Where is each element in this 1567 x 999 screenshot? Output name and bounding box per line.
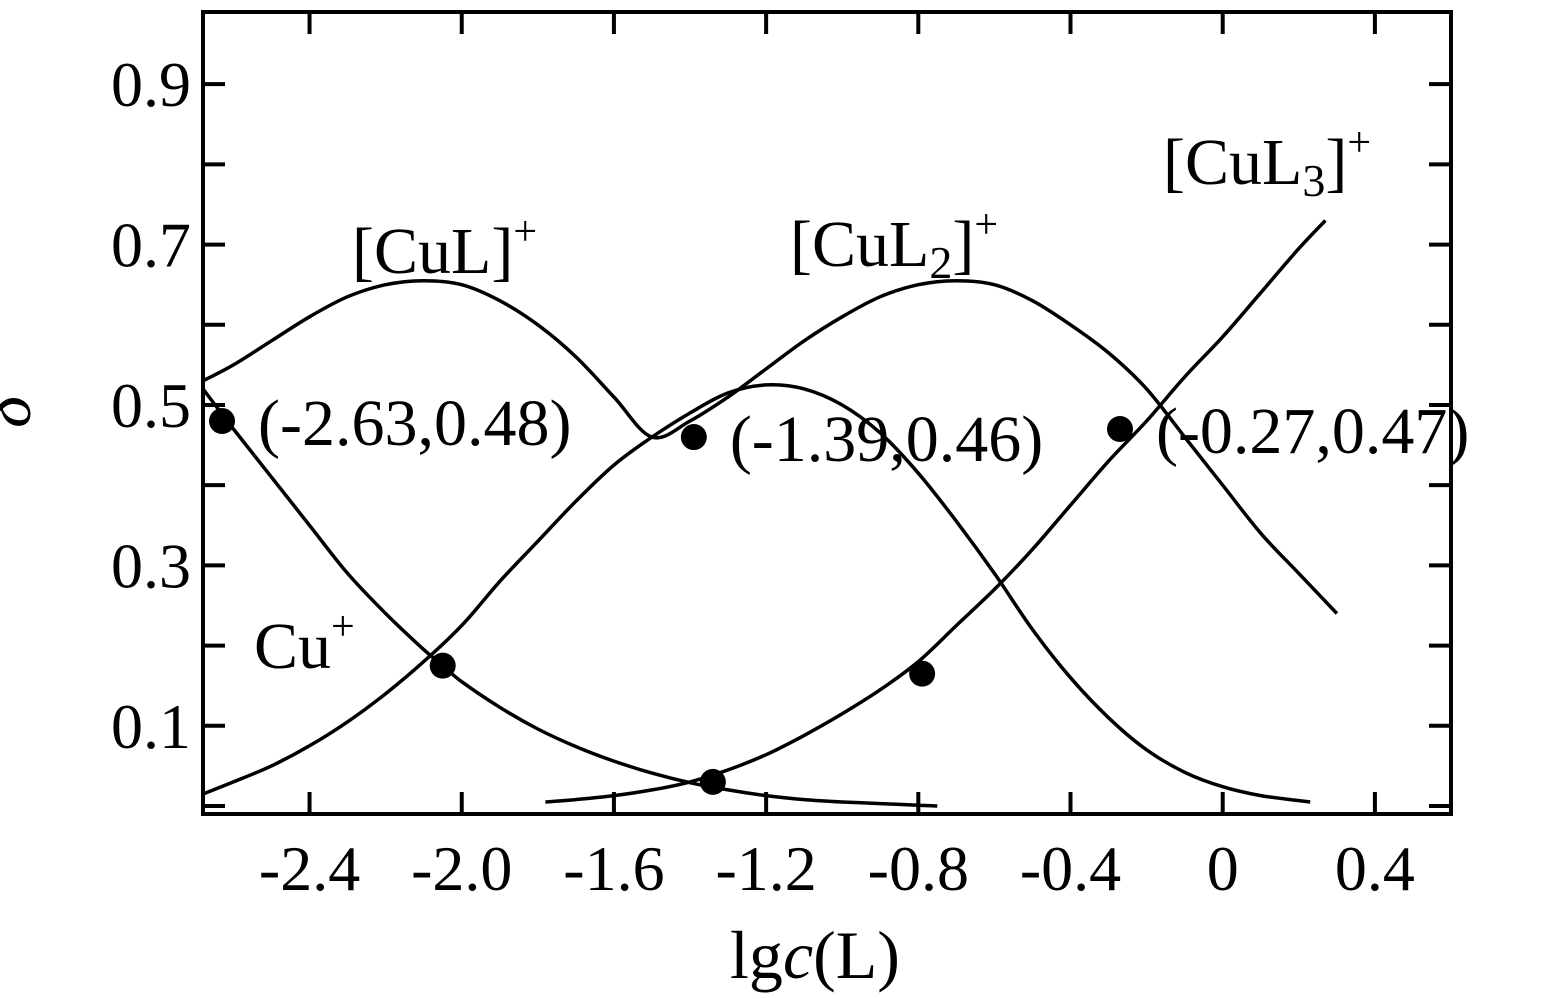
series-label-part: [ <box>1163 126 1185 199</box>
series-curves <box>201 219 1339 808</box>
series-label-part: CuL <box>374 215 491 288</box>
x-tick-label: -2.4 <box>259 833 360 904</box>
x-tick-label: -0.8 <box>868 833 969 904</box>
series-label-part: ] <box>952 208 974 281</box>
series-label-part: Cu <box>254 610 331 683</box>
series-curve <box>202 278 1339 615</box>
series-label-part: [ <box>790 208 812 281</box>
series-curve <box>202 383 1311 804</box>
series-labels: Cu+[CuL]+ [CuL2]+[CuL3]+ <box>254 120 1371 683</box>
y-tick-label: 0.5 <box>111 370 191 441</box>
x-axis-title: lgc(L) <box>730 917 900 993</box>
x-tick-label: -1.2 <box>715 833 816 904</box>
marked-point-label: (-1.39,0.46) <box>730 403 1043 476</box>
y-axis-title: δ <box>0 395 45 428</box>
series-label-part: + <box>1347 120 1371 166</box>
marked-point <box>699 768 726 795</box>
series-label-part: ] <box>1325 126 1347 199</box>
x-tick-label: -1.6 <box>563 833 664 904</box>
y-tick-label: 0.7 <box>111 210 191 281</box>
series-label-part: 2 <box>929 237 952 288</box>
series-label: [CuL2]+ <box>790 202 998 288</box>
series-curve <box>201 387 938 808</box>
x-tick-label: -0.4 <box>1020 833 1121 904</box>
series-label-part: + <box>974 202 998 248</box>
y-tick-label: 0.1 <box>111 691 191 762</box>
series-label-part: 3 <box>1302 155 1325 206</box>
series-label: [CuL]+ <box>352 209 537 288</box>
marked-point-label: (-2.63,0.48) <box>258 387 571 460</box>
x-tick-label: -2.0 <box>411 833 512 904</box>
marked-point <box>909 660 936 687</box>
marked-point <box>680 424 707 451</box>
series-curve <box>545 219 1327 804</box>
series-label-part: CuL <box>812 208 929 281</box>
series-label-part: + <box>513 209 537 255</box>
axis-tick-labels: -2.4 -2.0 -1.6 -1.2 -0.8 -0.4 0 0.4 0.1 0.3 0.5 0.7… <box>111 49 1415 904</box>
series-label: [CuL3]+ <box>1163 120 1371 206</box>
marked-point-label: (-0.27,0.47) <box>1156 395 1469 468</box>
series-label-part: ] <box>491 215 513 288</box>
plot-frame <box>201 10 1453 816</box>
y-tick-label: 0.3 <box>111 530 191 601</box>
series-label-part: + <box>331 604 355 650</box>
y-tick-label: 0.9 <box>111 49 191 120</box>
x-tick-label: 0 <box>1207 833 1239 904</box>
axis-ticks <box>203 12 1451 814</box>
series-label-part: [ <box>352 215 374 288</box>
marked-point-labels: (-2.63,0.48) (-1.39,0.46) (-0.27,0.47) <box>258 387 1469 476</box>
series-label-part: CuL <box>1185 126 1302 199</box>
marked-point <box>429 652 456 679</box>
x-tick-label: 0.4 <box>1335 833 1415 904</box>
marked-point <box>1106 416 1133 443</box>
marked-points <box>209 408 1133 795</box>
series-label: Cu+ <box>254 604 355 683</box>
marked-point <box>209 408 236 435</box>
